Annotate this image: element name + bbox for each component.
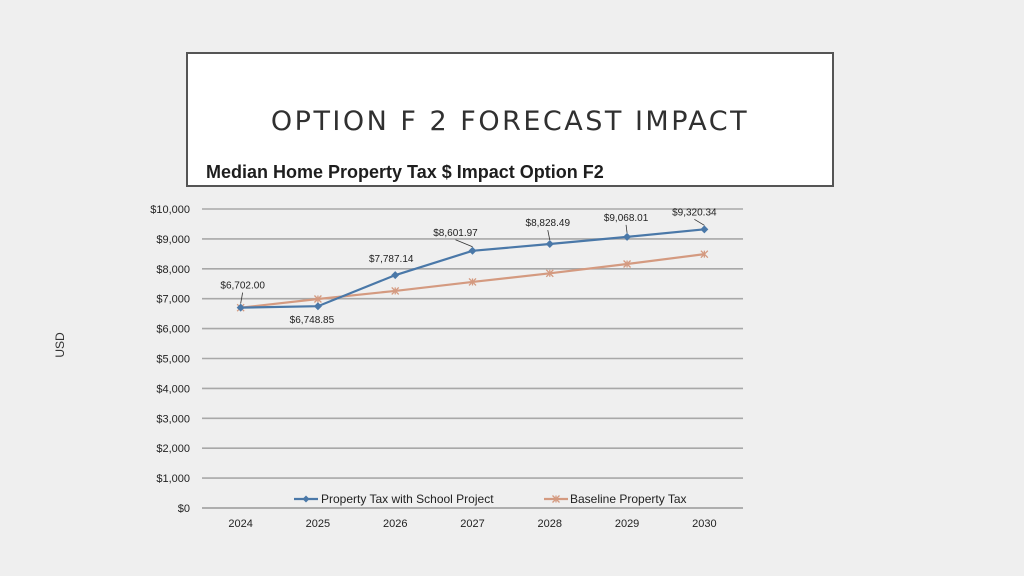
x-tick-label: 2026 — [383, 518, 407, 530]
data-label: $8,601.97 — [433, 228, 478, 239]
data-point — [468, 277, 477, 286]
y-tick-label: $5,000 — [156, 354, 190, 366]
data-point — [623, 232, 632, 241]
page-title: OPTION F 2 FORECAST IMPACT — [270, 106, 750, 137]
legend-marker — [302, 495, 310, 503]
data-point — [623, 260, 632, 268]
data-point — [313, 302, 322, 311]
y-tick-label: $6,000 — [156, 324, 190, 336]
y-tick-label: $1,000 — [156, 473, 190, 485]
y-tick-label: $3,000 — [156, 413, 190, 425]
label-leader — [455, 239, 473, 248]
y-tick-label: $4,000 — [156, 383, 190, 395]
label-leader — [625, 224, 628, 233]
data-point — [700, 225, 709, 234]
x-tick-label: 2025 — [306, 518, 330, 530]
data-point — [468, 246, 477, 255]
data-label: $6,748.85 — [290, 315, 335, 326]
data-point — [391, 271, 400, 280]
data-point — [545, 269, 554, 278]
data-label: $8,828.49 — [526, 218, 571, 229]
data-point — [545, 240, 554, 249]
legend-marker — [552, 495, 560, 503]
x-tick-label: 2029 — [615, 518, 639, 530]
y-tick-label: $9,000 — [156, 234, 190, 246]
label-leader — [240, 292, 244, 304]
x-tick-label: 2028 — [538, 518, 562, 530]
data-point — [313, 295, 322, 303]
data-label: $9,320.34 — [672, 207, 717, 218]
y-tick-label: $2,000 — [156, 443, 190, 455]
label-leader — [547, 229, 551, 241]
x-tick-label: 2030 — [692, 518, 716, 530]
chart-subtitle: Median Home Property Tax $ Impact Option… — [206, 162, 604, 182]
y-tick-label: $0 — [178, 503, 190, 515]
y-tick-label: $8,000 — [156, 264, 190, 276]
data-label: $9,068.01 — [604, 213, 649, 224]
legend-label-school-project: Property Tax with School Project — [321, 492, 494, 506]
label-leader — [694, 218, 705, 226]
data-point — [700, 250, 709, 259]
data-point — [391, 286, 400, 295]
y-tick-label: $10,000 — [150, 204, 190, 216]
data-label: $7,787.14 — [369, 254, 414, 265]
x-tick-label: 2024 — [228, 518, 252, 530]
x-tick-label: 2027 — [460, 518, 484, 530]
title-box: OPTION F 2 FORECAST IMPACT Median Home P… — [186, 52, 834, 187]
data-label: $6,702.00 — [220, 281, 265, 292]
data-point — [236, 303, 245, 312]
legend-label-baseline: Baseline Property Tax — [570, 492, 687, 506]
y-tick-label: $7,000 — [156, 294, 190, 306]
